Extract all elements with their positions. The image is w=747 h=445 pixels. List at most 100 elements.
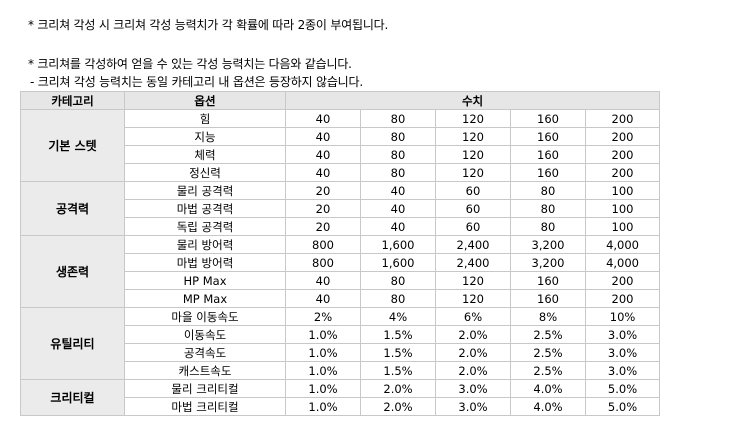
value-cell: 160	[510, 163, 586, 182]
option-cell: 물리 공격력	[124, 181, 286, 200]
value-cell: 2.5%	[510, 361, 586, 380]
value-cell: 40	[285, 109, 361, 128]
value-cell: 80	[510, 181, 586, 200]
table-row: 기본 스텟 힘 40 80 120 160 200	[20, 109, 661, 182]
option-cell: 힘	[124, 109, 286, 128]
value-cell: 6%	[435, 307, 511, 326]
value-cell: 3.0%	[584, 361, 661, 380]
value-cell: 80	[510, 217, 586, 236]
option-cell: 지능	[124, 127, 286, 146]
value-cell: 1.5%	[360, 343, 436, 362]
value-cell: 200	[584, 127, 661, 146]
value-cell: 2.0%	[360, 397, 436, 416]
value-cell: 120	[435, 145, 511, 164]
table-row: 크리티컬 물리 크리티컬 1.0% 2.0% 3.0% 4.0% 5.0%	[20, 379, 661, 416]
value-cell: 120	[435, 163, 511, 182]
value-cell: 120	[435, 127, 511, 146]
value-cell: 40	[285, 145, 361, 164]
table-row: MP Max 40 80 120 160 200	[21, 289, 661, 308]
value-cell: 2,400	[435, 235, 511, 254]
value-cell: 160	[510, 271, 586, 290]
category-cell: 크리티컬	[20, 379, 125, 416]
value-cell: 2.0%	[360, 379, 436, 398]
option-cell: 물리 크리티컬	[124, 379, 286, 398]
value-cell: 80	[360, 163, 436, 182]
value-cell: 80	[510, 199, 586, 218]
value-cell: 160	[510, 289, 586, 308]
value-cell: 20	[285, 181, 361, 200]
option-cell: MP Max	[124, 289, 286, 308]
value-cell: 200	[584, 109, 661, 128]
option-cell: 물리 방어력	[124, 235, 286, 254]
value-cell: 10%	[584, 307, 661, 326]
option-cell: 공격속도	[124, 343, 286, 362]
value-cell: 120	[435, 289, 511, 308]
option-cell: 이동속도	[124, 325, 286, 344]
value-cell: 40	[285, 271, 361, 290]
category-cell: 생존력	[20, 235, 125, 308]
table-body: 기본 스텟 힘 40 80 120 160 200 지능 40 80 120 160 200 체력 40 80…	[20, 109, 661, 416]
value-cell: 20	[285, 199, 361, 218]
value-cell: 40	[360, 199, 436, 218]
value-cell: 3.0%	[435, 397, 511, 416]
value-cell: 1.0%	[285, 343, 361, 362]
value-cell: 80	[360, 289, 436, 308]
category-cell: 공격력	[20, 181, 125, 236]
option-cell: 체력	[124, 145, 286, 164]
value-cell: 80	[360, 109, 436, 128]
value-cell: 4.0%	[510, 379, 586, 398]
value-cell: 40	[285, 163, 361, 182]
value-cell: 60	[435, 217, 511, 236]
value-cell: 2.5%	[510, 325, 586, 344]
value-cell: 1.0%	[285, 361, 361, 380]
value-cell: 3,200	[510, 253, 586, 272]
option-cell: 마법 크리티컬	[124, 397, 286, 416]
value-cell: 40	[360, 181, 436, 200]
value-cell: 200	[584, 163, 661, 182]
value-cell: 40	[360, 217, 436, 236]
option-cell: 독립 공격력	[124, 217, 286, 236]
value-cell: 40	[285, 289, 361, 308]
table-row: 이동속도 1.0% 1.5% 2.0% 2.5% 3.0%	[21, 325, 661, 344]
value-cell: 800	[285, 235, 361, 254]
table-header-row: 카테고리 옵션 수치	[20, 91, 661, 110]
table-row: 정신력 40 80 120 160 200	[21, 163, 661, 182]
value-cell: 120	[435, 109, 511, 128]
value-cell: 120	[435, 271, 511, 290]
value-cell: 80	[360, 271, 436, 290]
value-cell: 160	[510, 145, 586, 164]
value-cell: 2.0%	[435, 343, 511, 362]
value-cell: 8%	[510, 307, 586, 326]
value-cell: 1.0%	[285, 325, 361, 344]
note-awaken-stats-intro: * 크리쳐를 각성하여 얻을 수 있는 각성 능력치는 다음와 같습니다.	[28, 57, 352, 71]
option-cell: HP Max	[124, 271, 286, 290]
value-cell: 3.0%	[435, 379, 511, 398]
value-cell: 1,600	[360, 235, 436, 254]
value-cell: 60	[435, 199, 511, 218]
header-option: 옵션	[124, 91, 286, 110]
value-cell: 5.0%	[584, 379, 661, 398]
value-cell: 40	[285, 127, 361, 146]
category-cell: 기본 스텟	[20, 109, 125, 182]
value-cell: 5.0%	[584, 397, 661, 416]
value-cell: 80	[360, 145, 436, 164]
awaken-stats-table: 카테고리 옵션 수치 기본 스텟 힘 40 80 120 160 200 지능 40 80 120 1…	[20, 91, 661, 416]
value-cell: 1.0%	[285, 379, 361, 398]
value-cell: 160	[510, 127, 586, 146]
value-cell: 2.5%	[510, 343, 586, 362]
table-row: 공격력 물리 공격력 20 40 60 80 100	[20, 181, 661, 236]
value-cell: 20	[285, 217, 361, 236]
value-cell: 800	[285, 253, 361, 272]
option-cell: 정신력	[124, 163, 286, 182]
note-same-category-rule: - 크리쳐 각성 능력치는 동일 카테고리 내 옵션은 등장하지 않습니다.	[30, 75, 363, 89]
value-cell: 200	[584, 271, 661, 290]
value-cell: 100	[584, 199, 661, 218]
option-cell: 마법 공격력	[124, 199, 286, 218]
value-cell: 4,000	[584, 253, 661, 272]
value-cell: 2.0%	[435, 361, 511, 380]
table-row: 생존력 물리 방어력 800 1,600 2,400 3,200 4,000	[20, 235, 661, 308]
table-row: 지능 40 80 120 160 200	[21, 127, 661, 146]
option-cell: 마을 이동속도	[124, 307, 286, 326]
value-cell: 4%	[360, 307, 436, 326]
option-cell: 캐스트속도	[124, 361, 286, 380]
